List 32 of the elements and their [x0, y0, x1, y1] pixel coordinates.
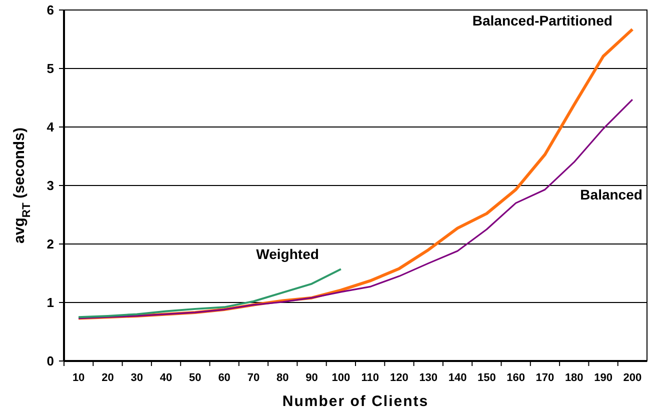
x-tick-label: 110 [361, 372, 379, 384]
series-label: Balanced [580, 186, 642, 203]
x-tick-label: 190 [594, 372, 612, 384]
x-tick-label: 100 [332, 372, 350, 384]
y-tick-label: 4 [46, 120, 55, 135]
x-tick-label: 160 [506, 372, 526, 384]
series-label: Balanced-Partitioned [472, 12, 612, 28]
x-tick-label: 70 [247, 372, 260, 384]
y-tick-label: 0 [46, 354, 54, 369]
x-tick-label: 20 [102, 372, 114, 384]
x-tick-label: 10 [72, 372, 85, 384]
x-tick-label: 180 [564, 372, 584, 384]
x-tick-label: 140 [448, 372, 467, 384]
x-tick-label: 50 [189, 372, 202, 384]
line-series [78, 268, 342, 318]
series-label: Weighted [256, 246, 319, 262]
x-tick-label: 30 [130, 372, 143, 384]
y-tick-label: 1 [46, 295, 54, 310]
x-tick-label: 90 [306, 372, 318, 384]
x-tick-label: 170 [536, 372, 554, 384]
x-tick-label: 130 [419, 372, 438, 384]
y-tick-label: 6 [46, 2, 54, 18]
y-tick-label: 5 [46, 61, 54, 76]
y-tick-label: 3 [46, 178, 54, 194]
x-tick-label: 120 [390, 372, 408, 384]
x-axis-title: Number of Clients [282, 393, 429, 410]
y-tick-label: 2 [46, 236, 54, 252]
x-tick-label: 60 [218, 372, 230, 384]
x-tick-label: 150 [477, 372, 496, 384]
x-tick-label: 200 [623, 372, 642, 384]
x-tick-label: 80 [276, 372, 289, 384]
x-tick-label: 40 [160, 372, 172, 384]
